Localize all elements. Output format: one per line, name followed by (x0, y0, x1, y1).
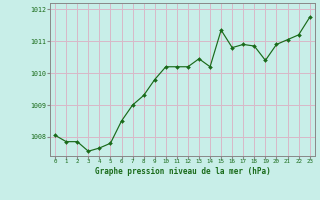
X-axis label: Graphe pression niveau de la mer (hPa): Graphe pression niveau de la mer (hPa) (94, 167, 270, 176)
